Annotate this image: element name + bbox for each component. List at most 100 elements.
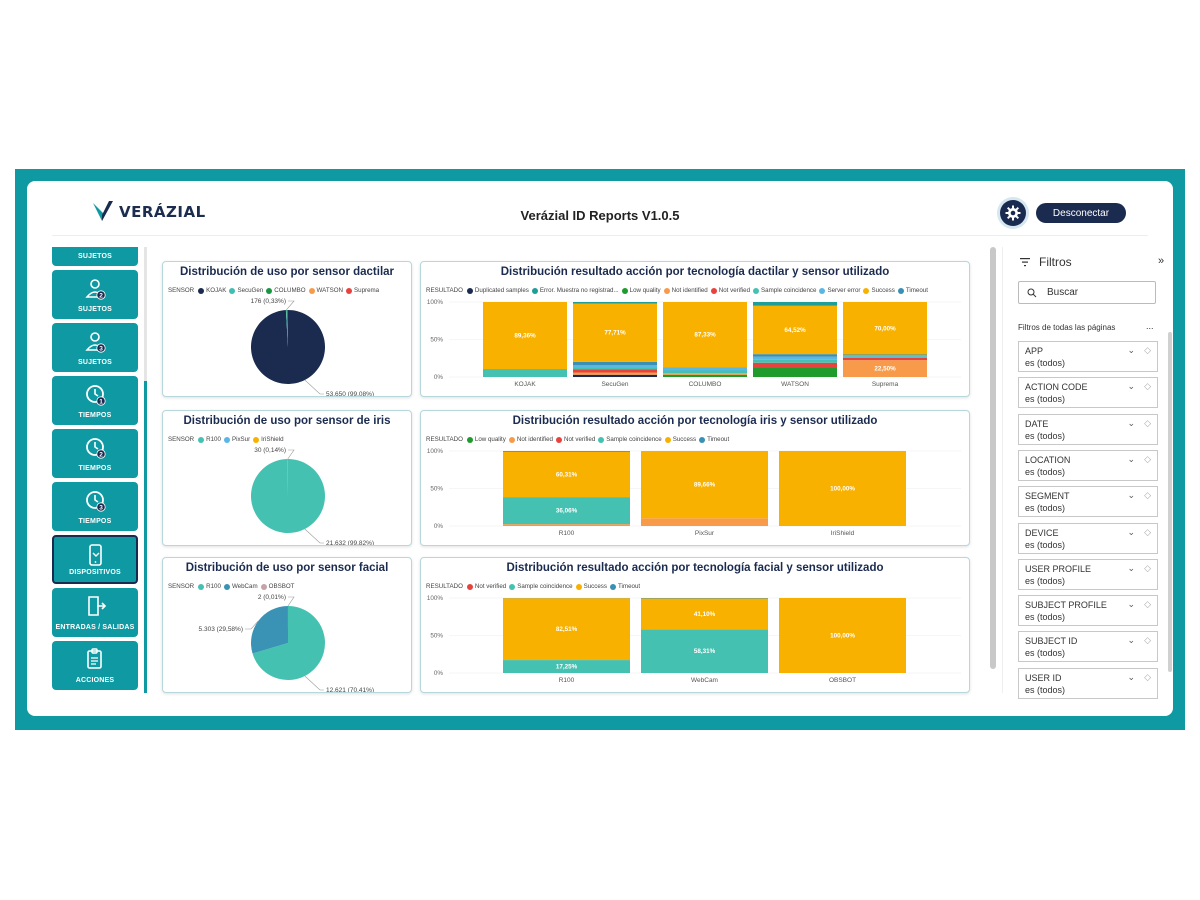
- eraser-icon[interactable]: ◇: [1144, 671, 1151, 682]
- legend-item[interactable]: Success: [863, 287, 895, 294]
- legend-item[interactable]: PixSur: [223, 436, 250, 443]
- filters-search-input[interactable]: Buscar: [1018, 281, 1156, 304]
- legend-item[interactable]: Timeout: [699, 436, 729, 443]
- bar-segment[interactable]: [573, 303, 657, 362]
- eraser-icon[interactable]: ◇: [1144, 635, 1151, 646]
- pie-slice[interactable]: [251, 310, 325, 384]
- filter-card-action-code[interactable]: ACTION CODE es (todos) ⌄ ◇: [1018, 377, 1158, 409]
- legend-item[interactable]: R100: [198, 583, 221, 590]
- bar-segment[interactable]: [843, 354, 927, 356]
- filter-card-device[interactable]: DEVICE es (todos) ⌄ ◇: [1018, 522, 1158, 554]
- sidebar-item-acciones[interactable]: ACCIONES: [52, 641, 138, 690]
- legend-item[interactable]: WATSON: [308, 287, 343, 294]
- chevron-down-icon[interactable]: ⌄: [1127, 381, 1135, 392]
- legend-item[interactable]: Not identified: [663, 287, 708, 294]
- eraser-icon[interactable]: ◇: [1144, 526, 1151, 537]
- bar-segment[interactable]: [843, 302, 927, 355]
- bar-segment[interactable]: [483, 369, 567, 377]
- pie-slice[interactable]: [286, 310, 288, 347]
- legend-item[interactable]: Timeout: [609, 583, 640, 590]
- legend-item[interactable]: Not verified: [710, 287, 750, 294]
- more-options-icon[interactable]: ...: [1146, 321, 1154, 331]
- pie-slice[interactable]: [285, 310, 288, 347]
- bar-segment[interactable]: [663, 373, 747, 375]
- filter-card-date[interactable]: DATE es (todos) ⌄ ◇: [1018, 413, 1158, 445]
- legend-item[interactable]: SecuGen: [229, 287, 263, 294]
- eraser-icon[interactable]: ◇: [1144, 490, 1151, 501]
- pie-slice[interactable]: [251, 606, 288, 654]
- legend-item[interactable]: COLUMBO: [266, 287, 306, 294]
- legend-item[interactable]: KOJAK: [198, 287, 226, 294]
- bar-segment[interactable]: [753, 362, 837, 368]
- legend-item[interactable]: IriShield: [253, 436, 284, 443]
- bar-segment[interactable]: [503, 451, 630, 498]
- bar-segment[interactable]: [843, 357, 927, 361]
- eraser-icon[interactable]: ◇: [1144, 562, 1151, 573]
- pie-slice[interactable]: [252, 606, 326, 680]
- bar-segment[interactable]: [753, 305, 837, 355]
- filter-card-segment[interactable]: SEGMENT es (todos) ⌄ ◇: [1018, 486, 1158, 518]
- bar-segment[interactable]: [483, 302, 567, 370]
- legend-item[interactable]: Error. Muestra no registrad...: [531, 287, 619, 294]
- chevron-down-icon[interactable]: ⌄: [1127, 671, 1135, 682]
- bar-segment[interactable]: [663, 374, 747, 377]
- bar-segment[interactable]: [503, 497, 630, 525]
- chevron-down-icon[interactable]: ⌄: [1127, 635, 1135, 646]
- filter-card-subject-id[interactable]: SUBJECT ID es (todos) ⌄ ◇: [1018, 631, 1158, 663]
- bar-segment[interactable]: [573, 372, 657, 375]
- sidebar-item-sujetos[interactable]: SUJETOS: [52, 247, 138, 266]
- main-scrollbar[interactable]: [990, 247, 996, 669]
- filter-card-location[interactable]: LOCATION es (todos) ⌄ ◇: [1018, 449, 1158, 481]
- bar-segment[interactable]: [779, 598, 906, 673]
- sidebar-item-dispositivos[interactable]: DISPOSITIVOS: [52, 535, 138, 584]
- bar-segment[interactable]: [663, 370, 747, 374]
- sidebar-item-entradas-salidas[interactable]: ENTRADAS / SALIDAS: [52, 588, 138, 637]
- bar-segment[interactable]: [573, 302, 657, 304]
- legend-item[interactable]: Not verified: [556, 436, 595, 443]
- legend-item[interactable]: Sample coincidence: [598, 436, 662, 443]
- bar-segment[interactable]: [573, 368, 657, 370]
- bar-segment[interactable]: [573, 369, 657, 373]
- legend-item[interactable]: Sample coincidence: [753, 287, 816, 294]
- legend-item[interactable]: Success: [575, 583, 607, 590]
- bar-segment[interactable]: [573, 361, 657, 365]
- sidebar-item-sujetos-2[interactable]: 2 SUJETOS: [52, 270, 138, 319]
- bar-segment[interactable]: [573, 374, 657, 377]
- legend-item[interactable]: Success: [664, 436, 696, 443]
- legend-item[interactable]: Timeout: [897, 287, 928, 294]
- bar-segment[interactable]: [843, 360, 927, 377]
- bar-segment[interactable]: [779, 451, 906, 526]
- legend-item[interactable]: Duplicated samples: [466, 287, 529, 294]
- legend-item[interactable]: Sample coincidence: [509, 583, 573, 590]
- bar-segment[interactable]: [573, 365, 657, 368]
- sidebar-item-tiempos-3[interactable]: 3 TIEMPOS: [52, 482, 138, 531]
- eraser-icon[interactable]: ◇: [1144, 417, 1151, 428]
- bar-segment[interactable]: [663, 367, 747, 371]
- filter-card-user-profile[interactable]: USER PROFILE es (todos) ⌄ ◇: [1018, 558, 1158, 590]
- bar-segment[interactable]: [503, 524, 630, 526]
- sidebar-scrollbar-thumb[interactable]: [144, 381, 147, 693]
- bar-segment[interactable]: [753, 302, 837, 306]
- bar-segment[interactable]: [843, 355, 927, 357]
- bar-segment[interactable]: [503, 598, 630, 661]
- legend-item[interactable]: Low quality: [621, 287, 661, 294]
- chevron-down-icon[interactable]: ⌄: [1127, 490, 1135, 501]
- legend-item[interactable]: Not identified: [508, 436, 553, 443]
- sidebar-item-tiempos-2[interactable]: 2 TIEMPOS: [52, 429, 138, 478]
- eraser-icon[interactable]: ◇: [1144, 599, 1151, 610]
- filter-card-app[interactable]: APP es (todos) ⌄ ◇: [1018, 341, 1158, 372]
- bar-segment[interactable]: [753, 354, 837, 357]
- collapse-filters-icon[interactable]: »: [1158, 255, 1165, 267]
- eraser-icon[interactable]: ◇: [1144, 381, 1151, 392]
- bar-segment[interactable]: [641, 518, 768, 526]
- bar-segment[interactable]: [641, 629, 768, 673]
- bar-segment[interactable]: [663, 302, 747, 368]
- bar-segment[interactable]: [753, 356, 837, 360]
- legend-item[interactable]: Low quality: [466, 436, 506, 443]
- bar-segment[interactable]: [753, 368, 837, 377]
- bar-segment[interactable]: [503, 660, 630, 673]
- legend-item[interactable]: WebCam: [223, 583, 258, 590]
- filters-scrollbar[interactable]: [1168, 332, 1172, 672]
- filter-card-subject-profile[interactable]: SUBJECT PROFILE es (todos) ⌄ ◇: [1018, 595, 1158, 627]
- chevron-down-icon[interactable]: ⌄: [1127, 453, 1135, 464]
